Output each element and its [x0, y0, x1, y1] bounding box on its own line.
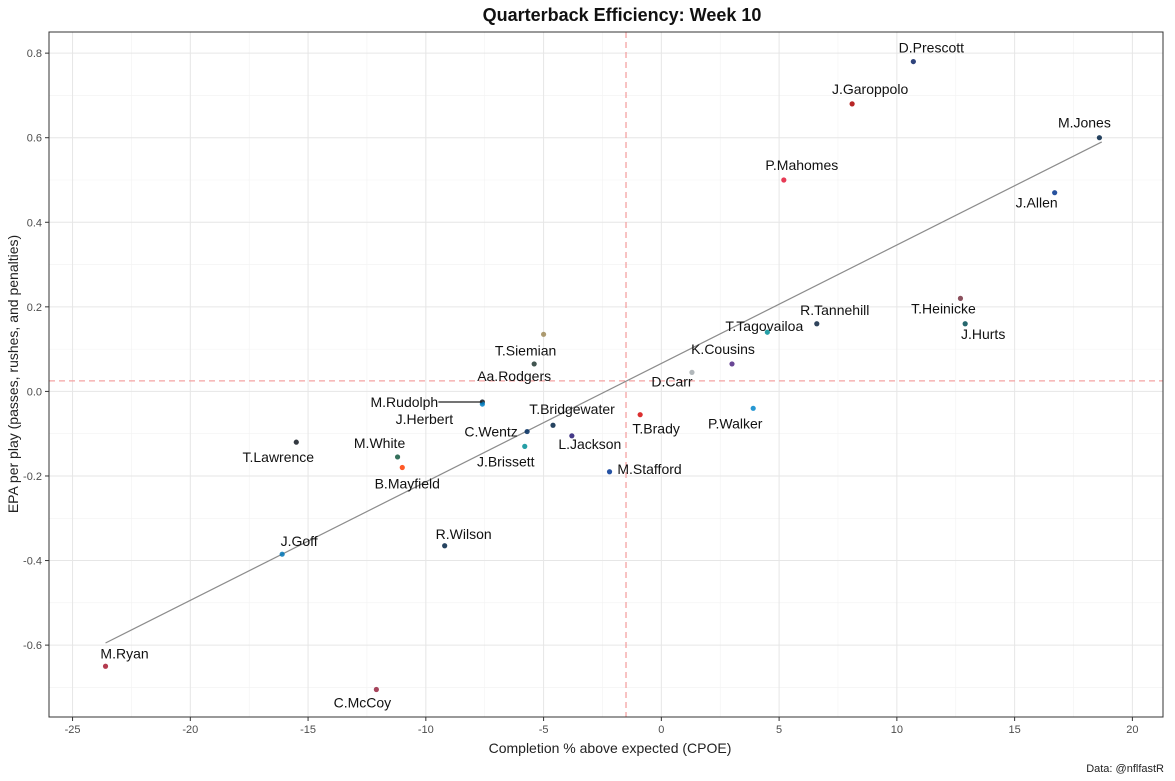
- y-tick-label: 0.4: [27, 217, 42, 229]
- x-tick-label: 10: [891, 724, 903, 736]
- data-point: [550, 422, 556, 428]
- point-label: R.Tannehill: [800, 302, 869, 318]
- point-label: J.Goff: [281, 533, 318, 549]
- x-tick-label: 20: [1126, 724, 1138, 736]
- regression-line: [105, 141, 1103, 644]
- point-label: C.McCoy: [334, 695, 392, 711]
- data-point: [293, 439, 299, 445]
- chart-title: Quarterback Efficiency: Week 10: [483, 5, 762, 25]
- data-point: [849, 101, 855, 107]
- y-tick-label: -0.6: [23, 640, 42, 652]
- reference-lines: [49, 32, 1163, 717]
- data-point: [750, 405, 756, 411]
- point-label: T.Bridgewater: [529, 401, 615, 417]
- data-point: [1052, 190, 1058, 196]
- data-source-caption: Data: @nflfastR: [1086, 763, 1164, 775]
- point-label: J.Hurts: [961, 326, 1005, 342]
- point-label: R.Wilson: [436, 526, 492, 542]
- point-label: K.Cousins: [691, 341, 755, 357]
- y-axis-title: EPA per play (passes, rushes, and penalt…: [5, 235, 21, 513]
- point-label: J.Brissett: [477, 453, 535, 469]
- point-label: T.Tagovailoa: [725, 318, 803, 334]
- point-label: M.White: [354, 435, 406, 451]
- point-label: M.Ryan: [100, 645, 148, 661]
- x-tick-label: 0: [658, 724, 664, 736]
- point-label: P.Mahomes: [765, 157, 838, 173]
- point-label: P.Walker: [708, 415, 763, 431]
- x-tick-label: 5: [776, 724, 782, 736]
- point-label: B.Mayfield: [375, 476, 440, 492]
- grid-minor: [49, 32, 1163, 717]
- y-tick-label: -0.2: [23, 471, 42, 483]
- data-point: [729, 361, 735, 367]
- y-tick-label: 0.0: [27, 386, 42, 398]
- x-tick-label: 15: [1008, 724, 1020, 736]
- y-tick-label: -0.4: [23, 556, 42, 568]
- x-tick-label: -10: [418, 724, 434, 736]
- data-point: [569, 433, 575, 439]
- x-axis-title: Completion % above expected (CPOE): [489, 740, 732, 756]
- point-label: M.Stafford: [617, 461, 681, 477]
- data-point: [399, 464, 405, 471]
- data-point: [606, 469, 613, 475]
- data-point: [781, 177, 787, 183]
- x-tick-label: -15: [300, 724, 316, 736]
- data-point: [373, 686, 379, 693]
- point-label: T.Lawrence: [242, 449, 314, 465]
- point-label: D.Prescott: [899, 40, 964, 56]
- data-point: [962, 321, 968, 327]
- data-point: [479, 401, 485, 407]
- data-point: [1096, 135, 1103, 141]
- point-label: D.Carr: [651, 373, 693, 389]
- data-point: [522, 443, 528, 449]
- x-tick-label: -25: [65, 724, 81, 736]
- trend-line: [105, 141, 1103, 644]
- data-point: [540, 331, 547, 337]
- point-label: M.Rudolph: [371, 394, 439, 410]
- y-tick-label: 0.8: [27, 48, 42, 60]
- point-label: L.Jackson: [558, 436, 621, 452]
- data-point: [764, 329, 770, 335]
- data-point: [531, 361, 537, 367]
- plot-panel: [49, 32, 1163, 717]
- data-point: [394, 454, 401, 460]
- point-label: T.Heinicke: [911, 300, 976, 316]
- data-point: [814, 321, 820, 327]
- point-labels: D.Prescott J.Garoppolo M.Jones P.Mahomes J.A…: [100, 40, 1110, 711]
- point-label: Aa.Rodgers: [477, 368, 551, 384]
- data-point: [279, 551, 285, 557]
- point-label: T.Brady: [632, 421, 679, 437]
- point-label: T.Siemian: [495, 342, 556, 358]
- y-tick-label: 0.2: [27, 302, 42, 314]
- point-label: J.Garoppolo: [832, 81, 908, 97]
- data-point: [910, 58, 916, 65]
- point-label: C.Wentz: [464, 424, 517, 440]
- y-axis-ticks: -0.6 -0.4 -0.2 0.0 0.2 0.4 0.6 0.8: [23, 48, 49, 652]
- data-point: [442, 543, 448, 549]
- panel-border: [48, 31, 1164, 718]
- data-point: [689, 369, 695, 375]
- point-label: J.Allen: [1016, 195, 1058, 211]
- data-points: [102, 58, 1103, 693]
- data-point: [524, 428, 530, 435]
- y-tick-label: 0.6: [27, 133, 42, 145]
- data-point: [102, 663, 109, 669]
- point-label: J.Herbert: [396, 411, 454, 427]
- x-tick-label: -20: [182, 724, 198, 736]
- x-axis-ticks: -25 -20 -15 -10 -5 0 5 10 15 20: [65, 717, 1139, 736]
- data-point: [957, 295, 964, 301]
- point-label: M.Jones: [1058, 115, 1111, 131]
- x-tick-label: -5: [539, 724, 549, 736]
- data-point: [637, 412, 643, 418]
